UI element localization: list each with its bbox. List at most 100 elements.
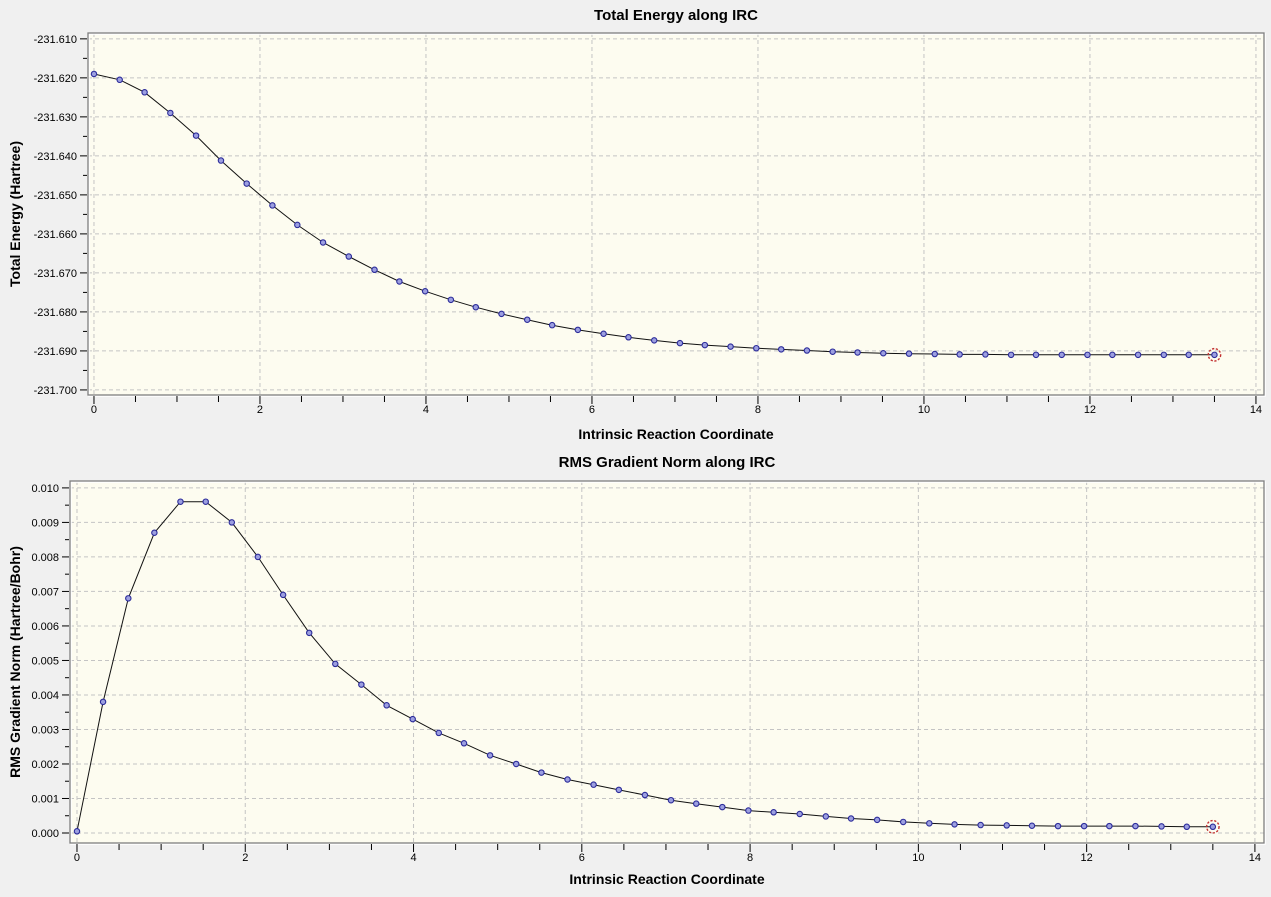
data-point-marker[interactable]	[1160, 351, 1168, 359]
data-point-marker[interactable]	[745, 807, 752, 814]
data-point-marker[interactable]	[1209, 823, 1217, 831]
data-point-marker[interactable]	[512, 760, 520, 768]
data-point-marker[interactable]	[899, 818, 907, 826]
data-point-marker[interactable]	[548, 321, 556, 329]
data-point-marker[interactable]	[1007, 351, 1015, 359]
data-point-marker[interactable]	[538, 769, 545, 776]
data-point-marker[interactable]	[829, 348, 836, 355]
data-point-marker[interactable]	[951, 821, 958, 828]
data-point-marker[interactable]	[523, 316, 531, 323]
data-point-marker[interactable]	[1080, 822, 1088, 830]
data-point-marker[interactable]	[1134, 351, 1142, 359]
data-point-marker[interactable]	[727, 343, 734, 350]
data-point-marker[interactable]	[847, 815, 855, 822]
data-point-marker[interactable]	[926, 820, 933, 827]
rms-gradient-plot-canvas[interactable]: RMS Gradient Norm along IRC 0 2 4 6 8 10 12 140…	[0, 447, 1271, 897]
data-point-marker[interactable]	[319, 239, 327, 246]
data-point-marker[interactable]	[873, 816, 881, 824]
data-point-marker[interactable]	[167, 109, 174, 117]
data-point-marker[interactable]	[99, 698, 107, 706]
x-tick-label: 14	[1250, 404, 1262, 416]
data-point-marker[interactable]	[409, 715, 416, 723]
data-point-marker[interactable]	[305, 629, 313, 637]
data-point-marker[interactable]	[770, 809, 777, 816]
data-point-marker[interactable]	[217, 157, 225, 164]
data-point-marker[interactable]	[254, 553, 262, 561]
data-point-marker[interactable]	[1054, 822, 1062, 830]
plot-area: 0 2 4 6 8 10 12 14 -231.610 -231.620 -231.630 -231.…	[34, 32, 1266, 416]
data-point-marker[interactable]	[905, 350, 913, 357]
x-tick-label: 2	[257, 404, 263, 416]
data-point-marker[interactable]	[719, 803, 726, 811]
data-point-marker[interactable]	[625, 334, 632, 341]
data-point-marker[interactable]	[1106, 822, 1113, 830]
data-point-marker[interactable]	[615, 786, 623, 794]
data-point-marker[interactable]	[1132, 822, 1139, 830]
data-point-marker[interactable]	[1211, 351, 1218, 359]
data-point-marker[interactable]	[421, 287, 429, 295]
data-point-marker[interactable]	[1003, 822, 1010, 829]
data-point-marker[interactable]	[116, 76, 123, 84]
data-point-marker[interactable]	[151, 529, 158, 537]
data-point-marker[interactable]	[667, 796, 675, 804]
data-point-marker[interactable]	[1058, 351, 1065, 359]
data-point-marker[interactable]	[1183, 823, 1191, 831]
data-point-marker[interactable]	[202, 498, 209, 505]
data-point-marker[interactable]	[447, 296, 455, 304]
data-point-marker[interactable]	[498, 310, 505, 318]
data-point-marker[interactable]	[650, 337, 658, 344]
data-point-marker[interactable]	[486, 752, 494, 759]
data-point-marker[interactable]	[854, 349, 861, 356]
data-point-marker[interactable]	[880, 350, 887, 357]
data-point-marker[interactable]	[977, 821, 984, 829]
x-tick-label: 10	[918, 404, 930, 416]
data-point-marker[interactable]	[641, 791, 649, 799]
data-point-marker[interactable]	[1158, 823, 1165, 830]
data-point-marker[interactable]	[1032, 351, 1040, 359]
data-point-marker[interactable]	[931, 350, 938, 358]
data-point-marker[interactable]	[383, 702, 390, 709]
plot-background[interactable]	[70, 481, 1264, 843]
data-point-marker[interactable]	[701, 341, 709, 349]
data-point-marker[interactable]	[564, 776, 571, 783]
data-point-marker[interactable]	[294, 221, 301, 229]
data-point-marker[interactable]	[1084, 351, 1091, 359]
data-point-marker[interactable]	[777, 346, 785, 353]
data-point-marker[interactable]	[590, 781, 597, 788]
data-point-marker[interactable]	[345, 253, 353, 260]
data-point-marker[interactable]	[956, 351, 963, 358]
data-point-marker[interactable]	[1109, 351, 1116, 359]
data-point-marker[interactable]	[228, 519, 236, 526]
data-point-marker[interactable]	[822, 813, 830, 820]
total-energy-plot-canvas[interactable]: Total Energy along IRC 0 2 4 6 8 10 12 14 -231.6…	[0, 0, 1271, 447]
data-point-marker[interactable]	[435, 729, 443, 737]
data-point-marker[interactable]	[279, 591, 287, 599]
data-point-marker[interactable]	[574, 326, 582, 334]
data-point-marker[interactable]	[332, 660, 339, 668]
data-point-marker[interactable]	[73, 828, 81, 835]
data-point-marker[interactable]	[358, 681, 365, 688]
data-point-marker[interactable]	[460, 740, 468, 747]
plot-background[interactable]	[88, 33, 1264, 395]
data-point-marker[interactable]	[125, 595, 132, 602]
data-point-marker[interactable]	[192, 132, 200, 139]
data-point-marker[interactable]	[982, 351, 989, 358]
data-point-marker[interactable]	[803, 347, 811, 354]
data-point-marker[interactable]	[676, 339, 684, 347]
data-point-marker[interactable]	[371, 266, 378, 274]
data-point-marker[interactable]	[243, 180, 250, 187]
data-point-marker[interactable]	[1185, 351, 1192, 359]
y-tick-label: 0.000	[31, 828, 59, 840]
data-point-marker[interactable]	[796, 810, 803, 818]
data-point-marker[interactable]	[269, 202, 276, 209]
data-point-marker[interactable]	[396, 278, 403, 285]
data-point-marker[interactable]	[1028, 822, 1036, 829]
plot-frame-highlight	[70, 481, 1266, 845]
data-point-marker[interactable]	[600, 330, 607, 338]
data-point-marker[interactable]	[692, 800, 700, 807]
data-point-marker[interactable]	[472, 303, 480, 311]
data-point-marker[interactable]	[177, 498, 184, 505]
data-point-marker[interactable]	[90, 70, 98, 78]
data-point-marker[interactable]	[141, 89, 148, 96]
data-point-marker[interactable]	[753, 344, 760, 352]
